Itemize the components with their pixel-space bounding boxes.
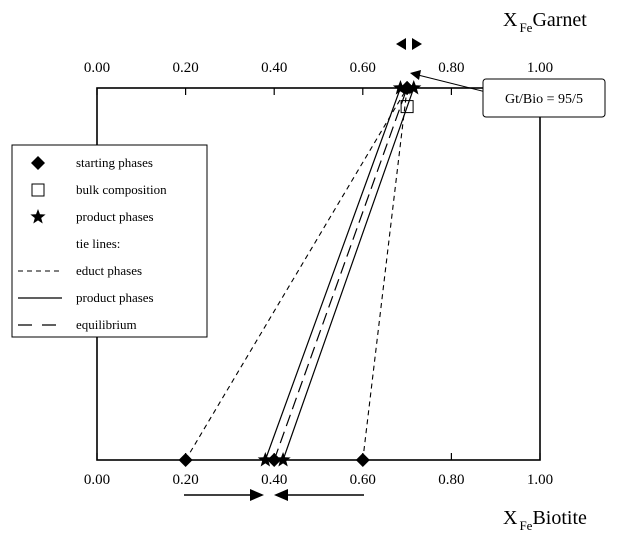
starting-phase-biotite-marker <box>267 453 282 467</box>
legend-label: bulk composition <box>76 182 167 197</box>
legend-item: tie lines: <box>76 236 120 251</box>
legend-label: equilibrium <box>76 317 137 332</box>
top-tick-label: 0.60 <box>350 60 376 76</box>
annotation-box <box>482 78 606 118</box>
legend-diamond-icon <box>31 156 45 170</box>
legend-item: equilibrium <box>18 317 137 332</box>
legend-item: bulk composition <box>31 182 167 197</box>
bottom-axis-title-rest: Biotite <box>532 507 587 529</box>
legend: starting phases bulk composition product p… <box>11 144 208 338</box>
top-axis-title-sub: Fe <box>519 20 532 35</box>
top-tick-label: 1.00 <box>527 60 553 76</box>
bulk-composition-marker <box>400 100 414 114</box>
top-tick-label: 0.80 <box>438 60 464 76</box>
starting-phase-biotite-marker <box>355 453 370 467</box>
bottom-tick-label: 0.80 <box>438 472 464 488</box>
tie-line-educt <box>362 87 408 461</box>
tie-line-product <box>282 87 415 461</box>
bottom-axis-title-main: X <box>503 507 518 529</box>
top-axis-title: X FeGarnet <box>503 9 587 35</box>
top-axis-title-main: X <box>503 9 518 31</box>
legend-star-icon <box>30 209 46 224</box>
bottom-tick-label: 0.20 <box>172 472 198 488</box>
legend-label: tie lines: <box>76 236 120 251</box>
legend-item: product phases <box>18 290 154 305</box>
product-phase-garnet-marker <box>392 80 409 95</box>
product-phase-biotite-marker <box>257 452 273 467</box>
tie-line-educt <box>185 87 408 461</box>
biotite-convergence-arrows <box>184 489 364 501</box>
product-phase-biotite-marker <box>275 452 291 467</box>
bottom-tick-label: 0.00 <box>84 472 110 488</box>
legend-item: educt phases <box>18 263 142 278</box>
tie-line-equilibrium <box>273 87 408 461</box>
bottom-tick-label: 0.60 <box>350 472 376 488</box>
bottom-axis-title-sub: Fe <box>519 518 532 533</box>
legend-item: product phases <box>30 209 154 224</box>
top-tick-label: 0.40 <box>261 60 287 76</box>
bottom-tick-label: 0.40 <box>261 472 287 488</box>
annotation-arrow-head <box>410 70 421 80</box>
top-tick-label: 0.00 <box>84 60 110 76</box>
legend-label: product phases <box>76 290 154 305</box>
garnet-convergence-arrow <box>396 38 422 50</box>
legend-item: starting phases <box>31 155 153 170</box>
top-tick-label: 0.20 <box>172 60 198 76</box>
legend-box <box>11 144 208 338</box>
bottom-axis-title: X FeBiotite <box>503 507 587 533</box>
legend-square-icon <box>31 183 45 197</box>
tie-line-product <box>264 87 402 461</box>
annotation-text: Gt/Bio = 95/5 <box>505 92 583 107</box>
legend-label: educt phases <box>76 263 142 278</box>
annotation: Gt/Bio = 95/5 <box>410 70 606 118</box>
legend-label: starting phases <box>76 155 153 170</box>
top-axis-title-rest: Garnet <box>532 9 587 31</box>
starting-phase-biotite-marker <box>178 453 193 467</box>
legend-label: product phases <box>76 209 154 224</box>
bottom-tick-label: 1.00 <box>527 472 553 488</box>
product-phase-garnet-marker <box>406 80 422 95</box>
